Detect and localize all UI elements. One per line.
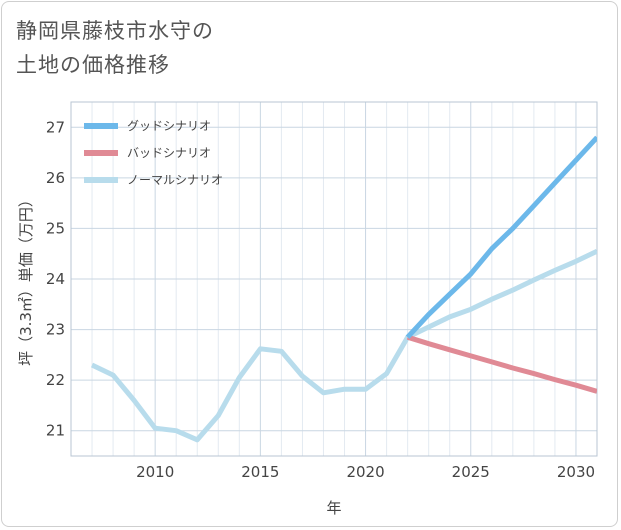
y-tick-label: 25	[46, 219, 65, 237]
x-tick-label: 2010	[136, 463, 174, 481]
x-tick-label: 2015	[241, 463, 279, 481]
x-axis-label: 年	[326, 499, 341, 517]
legend-label-good: グッドシナリオ	[127, 119, 211, 133]
x-tick-label: 2025	[452, 463, 490, 481]
y-tick-label: 27	[46, 118, 65, 136]
y-tick-label: 22	[46, 371, 65, 389]
x-tick-label: 2020	[346, 463, 384, 481]
legend-label-bad: バッドシナリオ	[127, 146, 211, 160]
x-tick-label: 2030	[557, 463, 595, 481]
y-tick-label: 23	[46, 321, 65, 339]
y-tick-label: 21	[46, 422, 65, 440]
y-axis-label: 坪（3.3㎡）単価（万円）	[17, 192, 35, 366]
y-tick-label: 26	[46, 169, 65, 187]
legend-label-normal: ノーマルシナリオ	[127, 173, 223, 187]
y-tick-label: 24	[46, 270, 65, 288]
line-chart: 2010 2015 2020 2025 2030 21 22 23 24 25 26 27 年 坪（3.3…	[0, 0, 621, 530]
